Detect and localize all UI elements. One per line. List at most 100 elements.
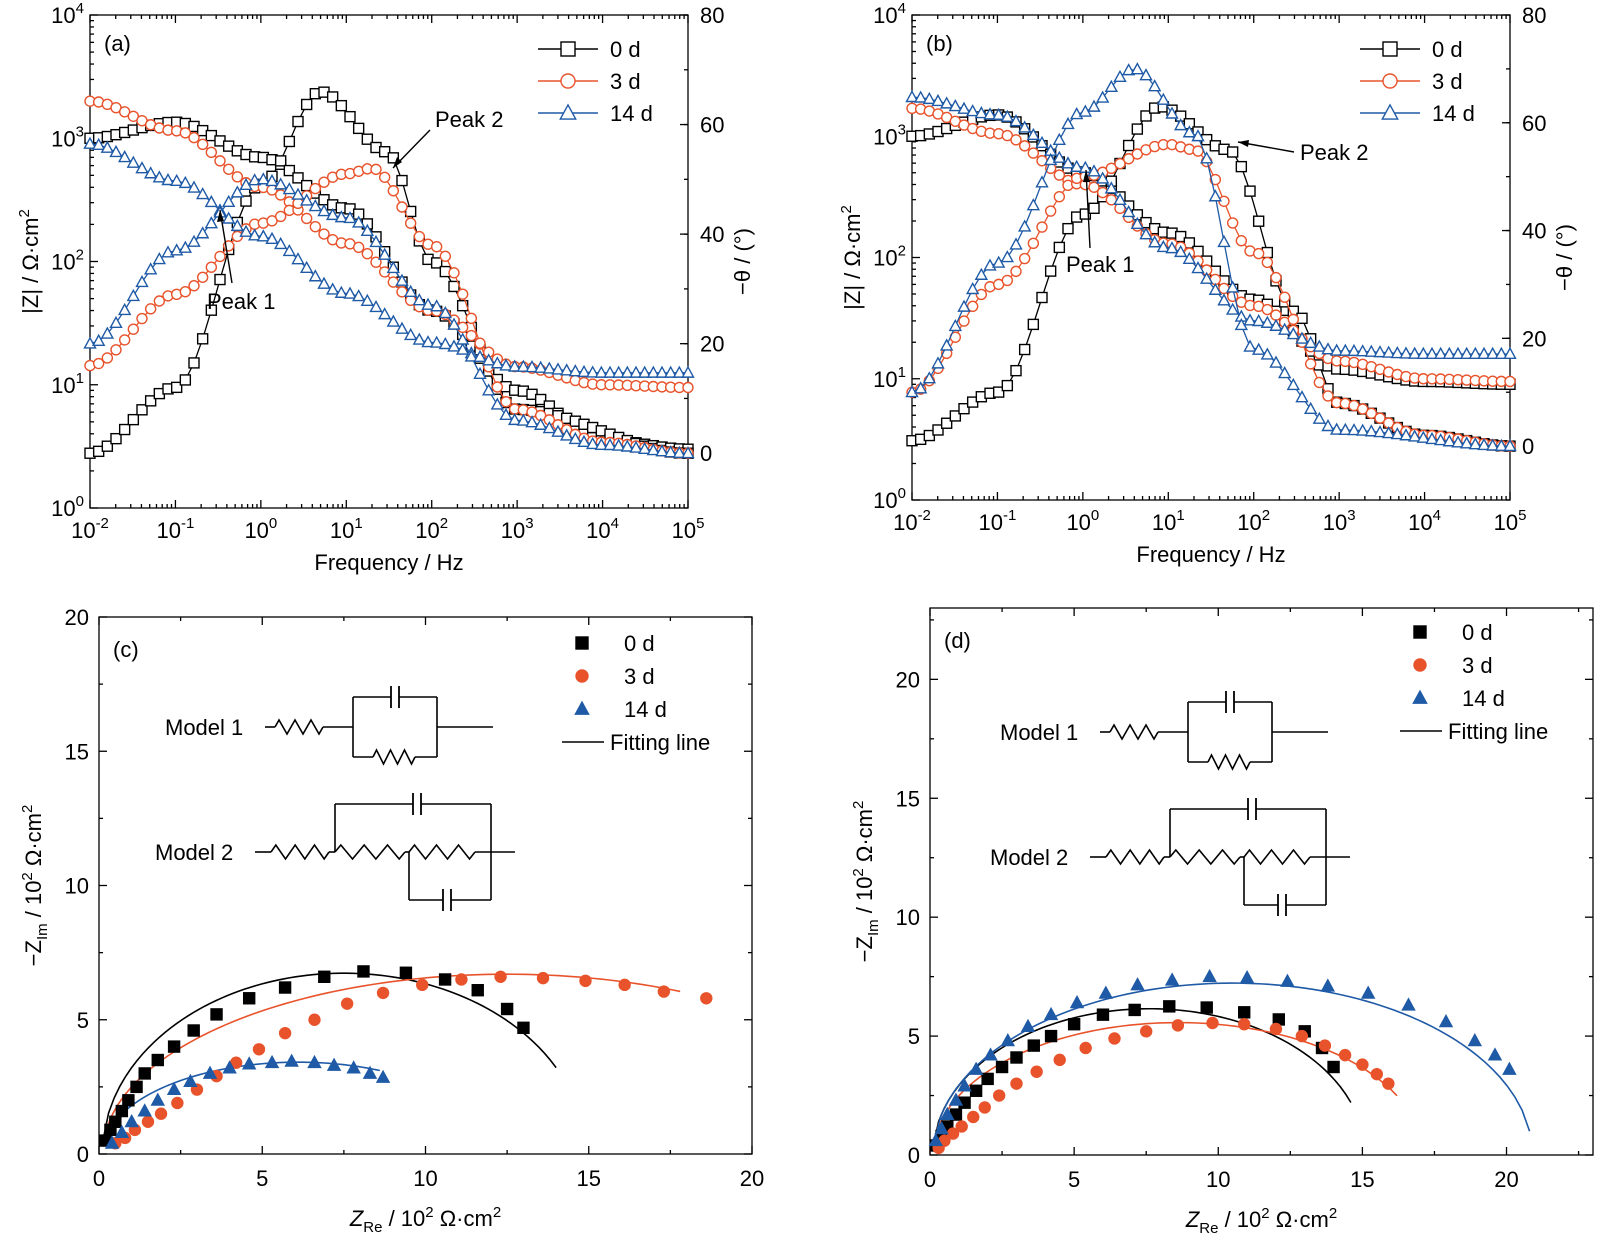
impedance-point <box>455 342 470 355</box>
impedance-point <box>1191 261 1205 274</box>
phase-point <box>1017 219 1032 232</box>
arrow-head <box>393 157 402 168</box>
resistor-symbol <box>1109 723 1159 741</box>
impedance-point <box>239 224 253 237</box>
impedance-point <box>231 171 244 183</box>
data-point <box>978 1101 991 1114</box>
impedance-point <box>247 228 262 241</box>
data-point <box>1044 1029 1058 1043</box>
phase-point <box>153 295 166 307</box>
data-point <box>983 1047 998 1061</box>
data-point <box>104 1135 120 1149</box>
data-point <box>167 1040 181 1053</box>
legend-marker <box>1382 41 1398 57</box>
impedance-point <box>1407 346 1422 359</box>
impedance-point <box>1416 346 1431 360</box>
phase-point <box>204 216 219 229</box>
y2-tick-label: 60 <box>700 113 724 138</box>
phase-point <box>655 444 669 457</box>
data-point <box>1280 973 1295 987</box>
x-tick-label: 10-1 <box>979 507 1017 535</box>
model-1-label: Model 1 <box>1000 720 1078 745</box>
data-point <box>1238 1017 1251 1031</box>
data-point <box>1206 1016 1219 1030</box>
impedance-point <box>135 161 149 174</box>
impedance-point <box>317 276 331 289</box>
data-point <box>138 1067 151 1080</box>
impedance-point <box>1027 147 1040 159</box>
impedance-point <box>195 187 210 200</box>
series-3d <box>109 970 713 1150</box>
phase-point <box>637 441 652 455</box>
data-point <box>700 992 713 1005</box>
x-tick-label: 101 <box>330 515 363 543</box>
impedance-point <box>905 89 919 103</box>
impedance-point <box>1364 344 1379 357</box>
data-point <box>948 1092 964 1106</box>
impedance-point <box>256 229 271 242</box>
phase-point <box>135 274 149 288</box>
phase-point <box>1053 241 1066 254</box>
phase-point <box>1295 390 1309 403</box>
impedance-point <box>1485 346 1500 360</box>
y-tick-label: 102 <box>51 247 84 275</box>
annotation-arrow <box>219 209 233 284</box>
phase-point <box>1416 430 1431 443</box>
impedance-point <box>1156 239 1171 253</box>
phase-point <box>958 402 970 415</box>
annotations-b: Peak 2 Peak 1 <box>1066 140 1369 277</box>
data-point <box>278 981 292 994</box>
phase-point <box>412 293 427 306</box>
impedance-point <box>386 314 401 327</box>
impedance-point <box>1295 331 1309 344</box>
phase-point <box>1226 217 1239 229</box>
phase-point <box>1088 202 1100 214</box>
impedance-point <box>196 138 209 151</box>
impedance-point <box>1381 345 1396 358</box>
phase-point <box>188 357 200 369</box>
phase-point <box>1459 436 1474 449</box>
phase-point <box>387 185 400 197</box>
phase-point <box>256 172 271 185</box>
phase-point <box>1113 69 1127 83</box>
data-point <box>307 1054 322 1069</box>
impedance-point <box>516 359 531 372</box>
legend-marker <box>1382 73 1398 89</box>
phase-point <box>396 201 408 213</box>
data-point <box>1010 1077 1023 1090</box>
phase-point <box>931 356 945 369</box>
phase-point <box>456 299 469 312</box>
data-point <box>992 1089 1006 1102</box>
data-point <box>318 970 331 983</box>
impedance-point <box>360 293 375 306</box>
phase-point <box>1036 291 1048 304</box>
phase-point <box>958 315 970 327</box>
plot-frame <box>929 607 1594 1156</box>
data-point <box>1382 1077 1395 1090</box>
arrow-head <box>217 210 224 222</box>
data-point <box>657 985 671 998</box>
phase-point <box>152 252 167 265</box>
data-point <box>995 1060 1009 1074</box>
phase-point <box>940 417 953 429</box>
phase-point <box>1442 434 1457 447</box>
impedance-point <box>655 365 669 378</box>
phase-point <box>1451 435 1465 448</box>
impedance-point <box>273 236 288 250</box>
impedance-point <box>1303 335 1318 349</box>
legend-marker <box>560 73 576 89</box>
impedance-point <box>412 332 427 345</box>
phase-point <box>370 163 382 176</box>
y-axis-label: −ZIm / 102 Ω·cm2 <box>19 805 51 967</box>
y2-tick-label: 0 <box>700 441 712 466</box>
data-point <box>252 1043 266 1056</box>
phase-point <box>464 349 479 362</box>
phase-point <box>429 299 444 312</box>
phase-point <box>127 323 140 335</box>
phase-point <box>282 182 297 195</box>
y-axis-label: |Z| / Ω·cm2 <box>838 205 865 310</box>
impedance-point <box>230 218 245 232</box>
impedance-point <box>1390 346 1405 359</box>
phase-point <box>360 223 375 237</box>
data-point <box>940 1106 955 1121</box>
